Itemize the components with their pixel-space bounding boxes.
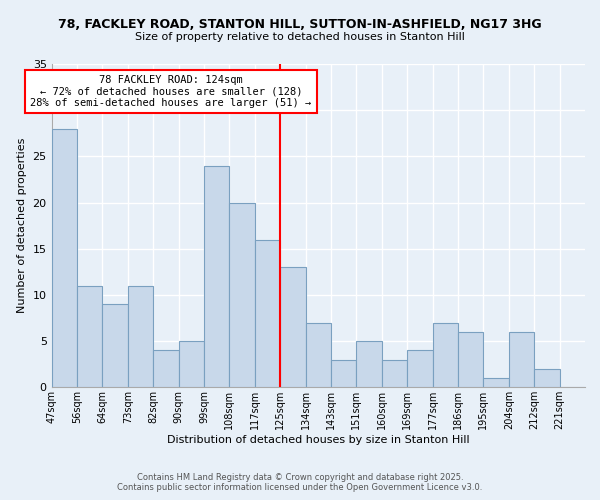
Y-axis label: Number of detached properties: Number of detached properties <box>17 138 27 314</box>
Bar <box>433 322 458 388</box>
Bar <box>331 360 356 388</box>
Text: 78, FACKLEY ROAD, STANTON HILL, SUTTON-IN-ASHFIELD, NG17 3HG: 78, FACKLEY ROAD, STANTON HILL, SUTTON-I… <box>58 18 542 30</box>
Bar <box>305 322 331 388</box>
Text: Contains HM Land Registry data © Crown copyright and database right 2025.
Contai: Contains HM Land Registry data © Crown c… <box>118 473 482 492</box>
Bar <box>77 286 103 388</box>
Bar <box>280 267 305 388</box>
Bar <box>356 341 382 388</box>
Text: 78 FACKLEY ROAD: 124sqm
← 72% of detached houses are smaller (128)
28% of semi-d: 78 FACKLEY ROAD: 124sqm ← 72% of detache… <box>31 75 311 108</box>
Bar <box>229 202 255 388</box>
Bar <box>255 240 280 388</box>
Bar <box>382 360 407 388</box>
Text: Size of property relative to detached houses in Stanton Hill: Size of property relative to detached ho… <box>135 32 465 42</box>
X-axis label: Distribution of detached houses by size in Stanton Hill: Distribution of detached houses by size … <box>167 435 470 445</box>
Bar <box>179 341 204 388</box>
Bar <box>458 332 484 388</box>
Bar <box>407 350 433 388</box>
Bar <box>484 378 509 388</box>
Bar <box>103 304 128 388</box>
Bar <box>52 128 77 388</box>
Bar <box>509 332 534 388</box>
Bar <box>128 286 153 388</box>
Bar <box>204 166 229 388</box>
Bar <box>153 350 179 388</box>
Bar <box>534 369 560 388</box>
